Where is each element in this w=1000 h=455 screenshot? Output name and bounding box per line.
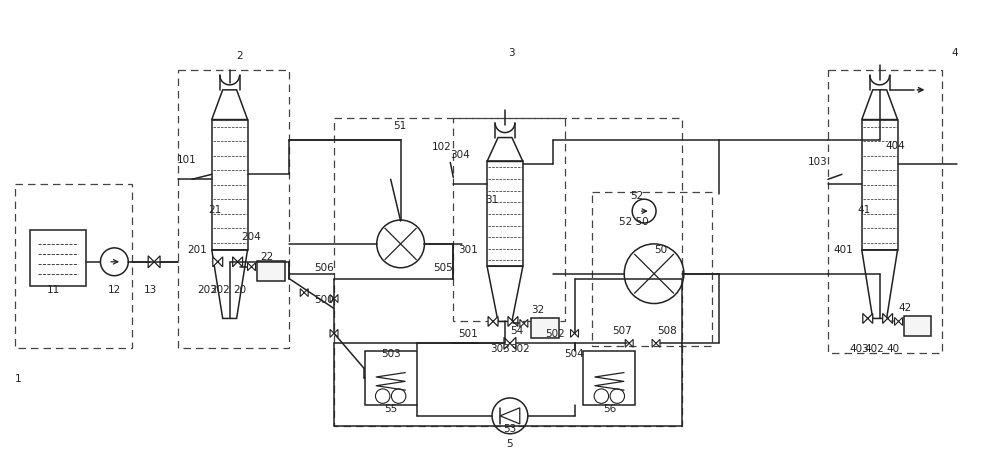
Text: 13: 13 xyxy=(144,284,157,294)
Text: 42: 42 xyxy=(899,302,912,312)
Text: 504: 504 xyxy=(565,349,584,359)
Polygon shape xyxy=(625,339,633,348)
Bar xyxy=(365,351,417,405)
Text: 404: 404 xyxy=(886,140,905,150)
Text: 403: 403 xyxy=(850,344,870,354)
Polygon shape xyxy=(504,338,516,349)
Bar xyxy=(592,193,712,347)
Text: 507: 507 xyxy=(612,326,632,336)
Text: 500: 500 xyxy=(314,294,334,304)
Polygon shape xyxy=(148,256,160,268)
Text: 301: 301 xyxy=(458,244,478,254)
Polygon shape xyxy=(330,330,338,338)
Text: 103: 103 xyxy=(808,157,828,167)
Text: 102: 102 xyxy=(431,142,451,152)
Text: 11: 11 xyxy=(47,284,60,294)
Text: 32: 32 xyxy=(531,304,544,314)
Text: 52: 52 xyxy=(631,191,644,201)
Text: 101: 101 xyxy=(177,155,197,165)
Text: 52 50: 52 50 xyxy=(619,217,649,227)
Text: 204: 204 xyxy=(242,232,261,242)
Bar xyxy=(212,120,248,250)
Text: 31: 31 xyxy=(485,195,499,205)
Text: 41: 41 xyxy=(857,205,870,215)
Text: 40: 40 xyxy=(886,344,899,354)
Bar xyxy=(15,185,132,349)
Bar xyxy=(904,317,931,337)
Polygon shape xyxy=(863,314,873,324)
Bar xyxy=(453,118,565,322)
Polygon shape xyxy=(508,317,518,327)
Text: 1: 1 xyxy=(15,373,22,383)
Text: 401: 401 xyxy=(833,244,853,254)
Text: 54: 54 xyxy=(510,326,524,336)
Polygon shape xyxy=(488,317,498,327)
Polygon shape xyxy=(520,320,528,328)
Polygon shape xyxy=(233,257,243,267)
Bar xyxy=(334,118,682,426)
Polygon shape xyxy=(213,257,223,267)
Text: 56: 56 xyxy=(603,403,616,413)
Text: 508: 508 xyxy=(657,326,677,336)
Text: 402: 402 xyxy=(865,344,885,354)
Text: 2: 2 xyxy=(236,51,243,61)
Bar xyxy=(531,319,559,339)
Text: 202: 202 xyxy=(210,284,230,294)
Polygon shape xyxy=(571,330,579,338)
Bar xyxy=(487,162,523,267)
Polygon shape xyxy=(300,289,308,297)
Text: 303: 303 xyxy=(490,344,510,354)
Text: 51: 51 xyxy=(393,121,406,130)
Text: 501: 501 xyxy=(458,329,478,339)
Bar xyxy=(257,261,285,281)
Text: 53: 53 xyxy=(503,423,517,433)
Text: 201: 201 xyxy=(187,244,207,254)
Text: 20: 20 xyxy=(233,284,246,294)
Text: 302: 302 xyxy=(510,344,530,354)
Text: 5: 5 xyxy=(507,438,513,448)
Text: 203: 203 xyxy=(197,284,217,294)
Polygon shape xyxy=(330,295,338,303)
Polygon shape xyxy=(500,408,520,424)
Text: 4: 4 xyxy=(952,48,959,58)
Bar xyxy=(828,71,942,354)
Polygon shape xyxy=(248,263,255,271)
Polygon shape xyxy=(895,318,903,326)
Text: 505: 505 xyxy=(433,262,453,272)
Text: 502: 502 xyxy=(545,329,565,339)
Polygon shape xyxy=(652,339,660,348)
Text: 3: 3 xyxy=(509,48,515,58)
Bar xyxy=(178,71,289,349)
Polygon shape xyxy=(883,314,893,324)
Text: 55: 55 xyxy=(384,403,397,413)
Bar xyxy=(862,120,898,250)
Text: 506: 506 xyxy=(314,262,334,272)
Text: 304: 304 xyxy=(450,150,470,160)
Text: 50: 50 xyxy=(654,244,668,254)
Text: 503: 503 xyxy=(381,349,401,359)
Bar xyxy=(30,231,86,286)
Text: 22: 22 xyxy=(260,251,273,261)
Text: 12: 12 xyxy=(108,284,121,294)
Text: 21: 21 xyxy=(208,205,221,215)
Bar xyxy=(583,351,635,405)
